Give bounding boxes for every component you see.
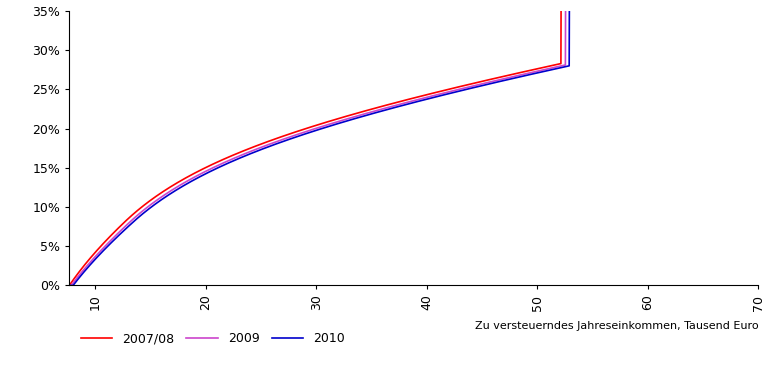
2007/08 [65,283,74,288]
2010 [381,108,390,112]
Text: Zu versteuerndes Jahreseinkommen, Tausend Euro: Zu versteuerndes Jahreseinkommen, Tausen… [475,321,758,331]
2007/08 [400,98,409,102]
2009 [381,106,390,110]
2009 [100,244,109,249]
2010 [100,247,109,252]
Line: 2010: 2010 [69,0,758,285]
Legend: 2007/08, 2009, 2010: 2007/08, 2009, 2010 [75,328,350,350]
2007/08 [381,103,390,107]
2007/08 [100,240,109,244]
2009 [65,283,74,288]
2010 [65,283,74,288]
Line: 2009: 2009 [69,0,758,285]
2010 [400,103,409,107]
2009 [400,101,409,105]
Line: 2007/08: 2007/08 [69,0,758,285]
